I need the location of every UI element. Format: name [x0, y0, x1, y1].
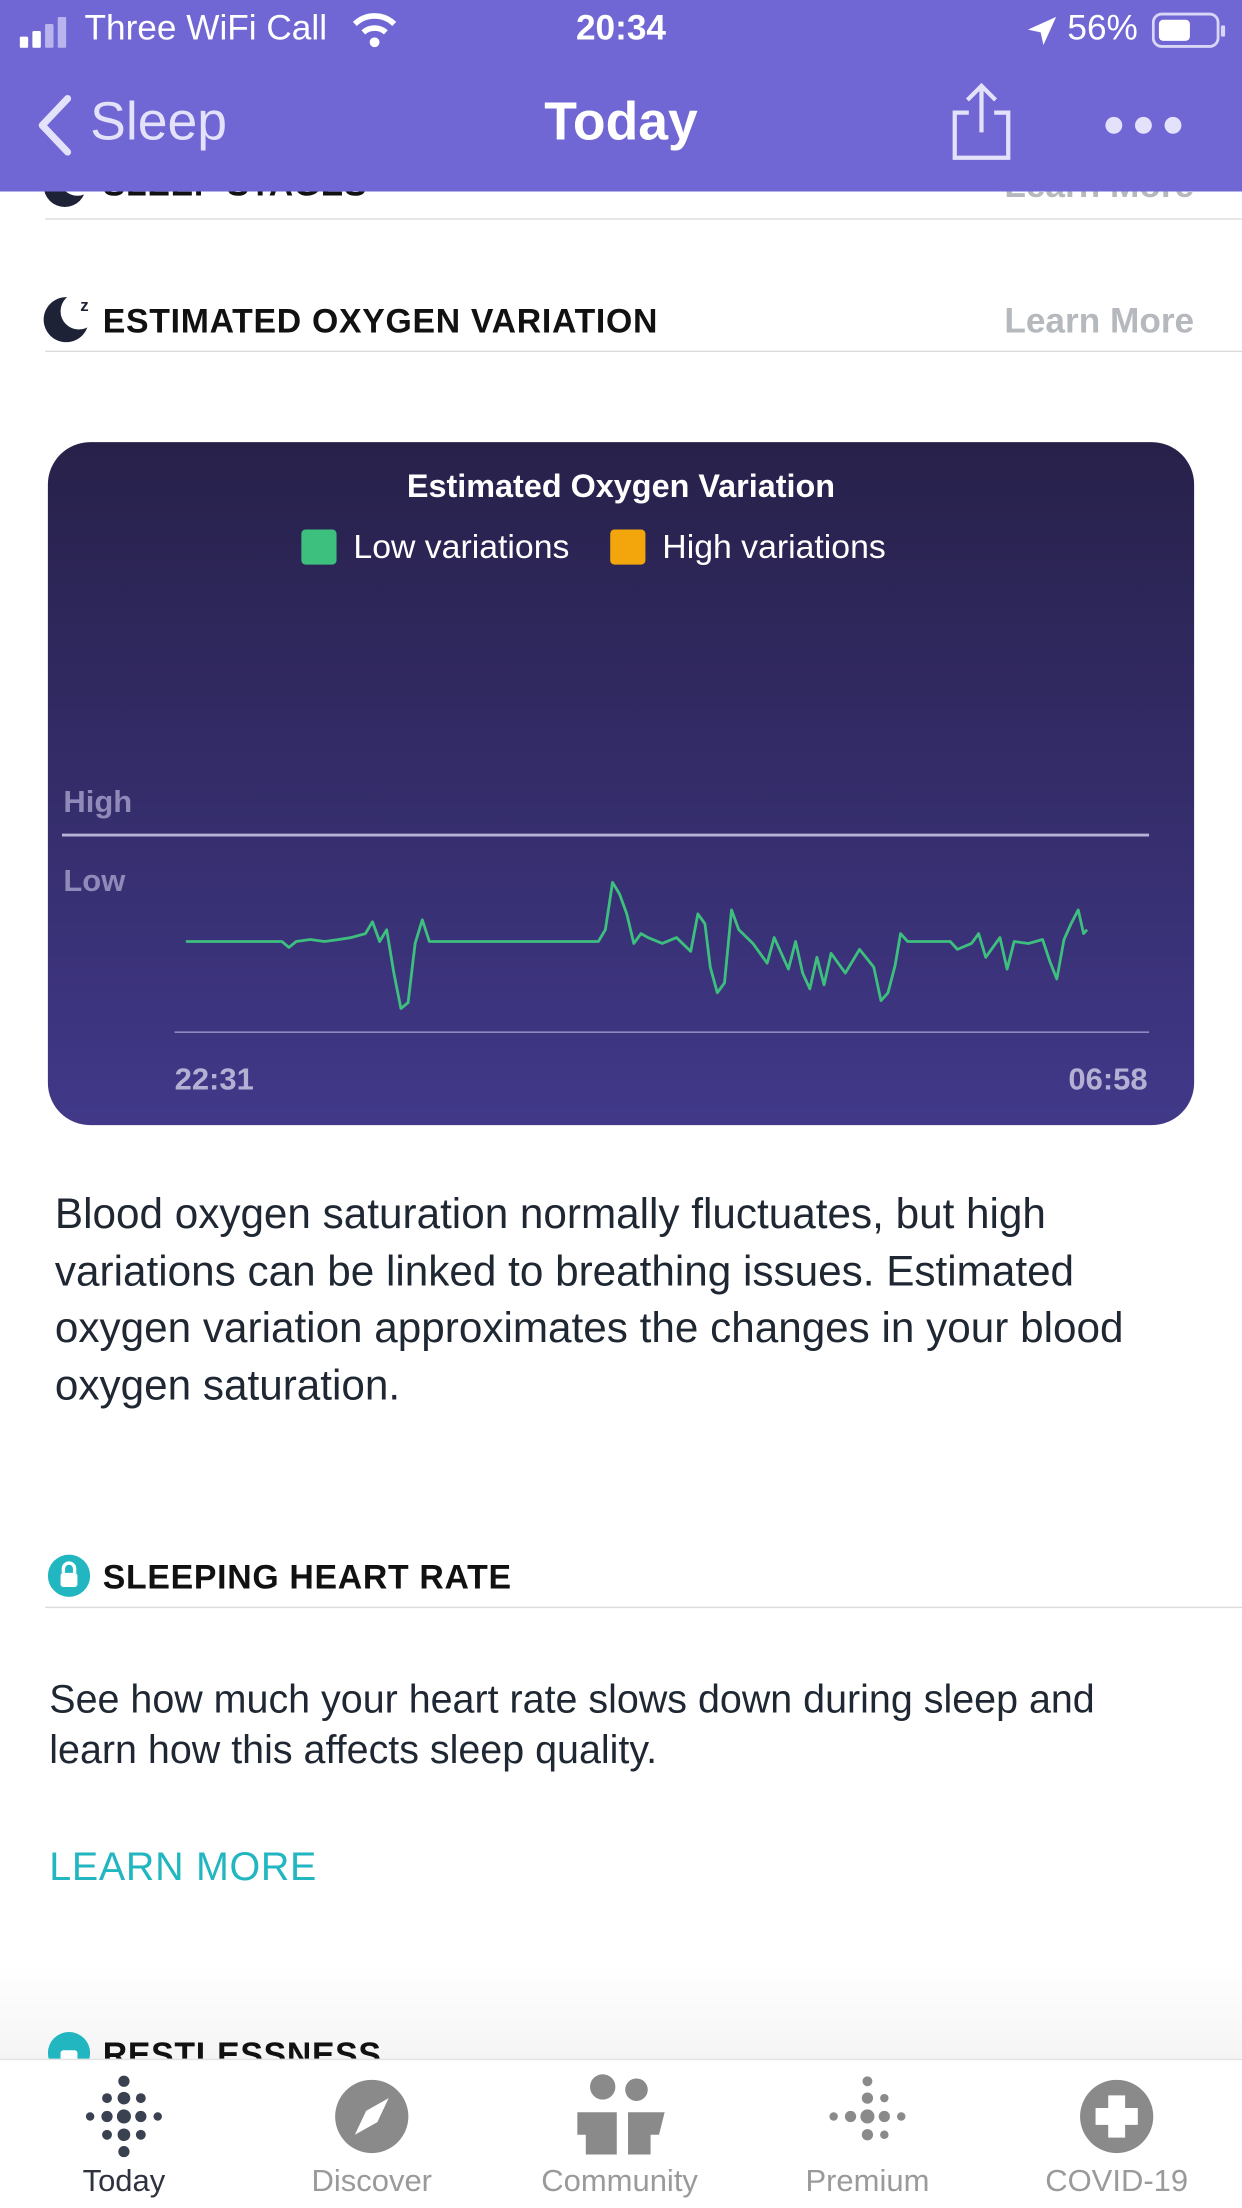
- legend-label: High variations: [662, 528, 885, 566]
- premium-icon[interactable]: [829, 2076, 906, 2141]
- y-tick-label: High: [63, 784, 132, 819]
- today-icon[interactable]: [85, 2075, 162, 2158]
- lock-icon: [47, 1554, 91, 1597]
- tab-label[interactable]: Today: [82, 2162, 166, 2199]
- tab-label[interactable]: COVID-19: [1045, 2162, 1189, 2199]
- tab-label[interactable]: Premium: [805, 2162, 930, 2199]
- divider: [45, 1606, 1242, 1609]
- community-icon[interactable]: [577, 2074, 665, 2155]
- signal-icon: [19, 16, 67, 48]
- legend-swatch: [301, 529, 337, 565]
- moon-icon: z: [43, 292, 98, 343]
- tab-bar: [0, 2058, 1242, 2208]
- back-button[interactable]: Sleep: [90, 92, 228, 153]
- legend-label: Low variations: [353, 528, 569, 566]
- description: Blood oxygen saturation normally fluctua…: [54, 1191, 1124, 1410]
- divider: [45, 218, 1242, 220]
- x-tick-label: 06:58: [1068, 1062, 1147, 1097]
- tab-label[interactable]: Discover: [311, 2162, 432, 2199]
- more-button[interactable]: [1101, 113, 1185, 138]
- description: See how much your heart rate slows down …: [49, 1677, 1095, 1772]
- x-tick-label: 22:31: [175, 1062, 254, 1097]
- data-line: [185, 880, 1089, 1010]
- discover-icon[interactable]: [335, 2079, 409, 2154]
- learn-more-button[interactable]: LEARN MORE: [49, 1844, 318, 1889]
- screen-title: Today: [544, 92, 698, 153]
- chart-title: Estimated Oxygen Variation: [407, 468, 835, 504]
- tab-label[interactable]: Community: [541, 2162, 698, 2199]
- back-chevron[interactable]: [34, 93, 76, 158]
- chart: Estimated Oxygen Variation Low variation…: [47, 442, 1195, 1126]
- section-header: ESTIMATED OXYGEN VARIATION: [102, 302, 659, 341]
- location-icon: [1027, 16, 1057, 46]
- carrier: Three WiFi Call: [84, 8, 328, 48]
- svg-text:z: z: [80, 296, 88, 315]
- fade: [0, 1964, 1242, 2063]
- wifi-icon: [352, 13, 397, 48]
- section-header: SLEEPING HEART RATE: [102, 1558, 512, 1597]
- tab-icons: [85, 2074, 1154, 2158]
- y-tick-label: Low: [63, 863, 126, 898]
- clock: 20:34: [575, 8, 667, 48]
- share-button[interactable]: [949, 82, 1014, 164]
- navigation-bar: Three WiFi Call 20:34 56% Sleep Today: [0, 0, 1242, 192]
- divider: [45, 350, 1242, 353]
- chart-card: [47, 442, 1195, 1126]
- covid-icon[interactable]: [1080, 2079, 1154, 2154]
- battery-percent: 56%: [1067, 8, 1138, 48]
- legend-swatch: [610, 529, 646, 565]
- battery-icon: [1151, 12, 1226, 48]
- learn-more-link[interactable]: Learn More: [1004, 301, 1195, 341]
